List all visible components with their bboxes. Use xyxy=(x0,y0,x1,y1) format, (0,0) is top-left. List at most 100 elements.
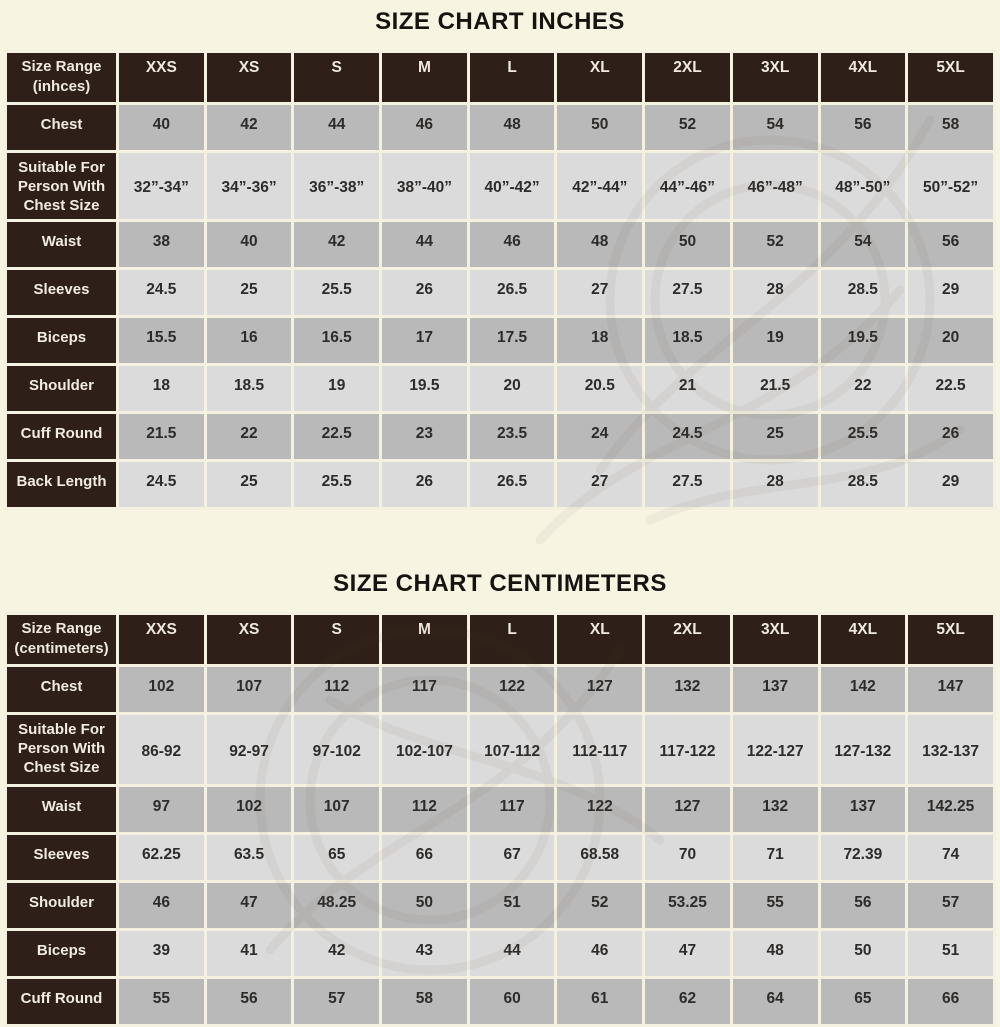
measurement-row: Cuff Round 21.5 22 22.5 23 23.5 24 24.5 25 25.5 26 xyxy=(4,411,996,463)
size-value-cell: 29 xyxy=(905,267,996,319)
size-value-cell: 72.39 xyxy=(817,832,909,884)
measurement-row: Back Length 24.5 25 25.5 26 26.5 27 27.5 28 28.5 2… xyxy=(4,459,996,511)
size-chart-centimeters-section: SIZE CHART CENTIMETERS Size Range (centim… xyxy=(0,510,1000,1027)
size-value-cell: 29 xyxy=(905,459,996,511)
size-value-cell: 68.58 xyxy=(554,832,646,884)
size-value-cell: 42 xyxy=(291,928,383,980)
size-value-cell: 36”-38” xyxy=(291,149,383,223)
corner-label: Size Range (centimeters) xyxy=(4,612,119,668)
size-value-cell: 67 xyxy=(466,832,558,884)
size-value-cell: 50 xyxy=(642,219,733,271)
size-value-cell: 52 xyxy=(554,880,646,932)
size-value-cell: 44 xyxy=(291,102,383,153)
size-value-cell: 26 xyxy=(379,459,470,511)
measurement-row: Suitable For Person With Chest Size 86-92… xyxy=(4,712,996,788)
size-column-header: 2XL xyxy=(642,612,733,668)
size-value-cell: 51 xyxy=(466,880,558,932)
size-value-cell: 21.5 xyxy=(729,363,821,415)
measurement-row: Shoulder 18 18.5 19 19.5 20 20.5 21 21.5 22 22.5 xyxy=(4,363,996,415)
size-value-cell: 27 xyxy=(554,459,646,511)
size-value-cell: 52 xyxy=(729,219,821,271)
size-chart-inches-section: SIZE CHART INCHES Size Range (inhces) XXS X… xyxy=(0,0,1000,511)
size-column-header: S xyxy=(291,612,383,668)
size-value-cell: 142 xyxy=(817,664,909,716)
size-value-cell: 17.5 xyxy=(466,315,558,367)
size-value-cell: 38 xyxy=(116,219,207,271)
size-value-cell: 54 xyxy=(817,219,909,271)
size-column-header: 4XL xyxy=(817,612,909,668)
size-column-header: 4XL xyxy=(817,50,909,105)
size-value-cell: 24.5 xyxy=(116,267,207,319)
size-column-header: M xyxy=(379,612,470,668)
size-value-cell: 132 xyxy=(729,784,821,836)
size-value-cell: 117 xyxy=(379,664,470,716)
size-value-cell: 92-97 xyxy=(203,712,295,788)
size-value-cell: 24.5 xyxy=(116,459,207,511)
size-column-header: 3XL xyxy=(729,50,821,105)
size-value-cell: 16 xyxy=(203,315,295,367)
size-value-cell: 46 xyxy=(554,928,646,980)
size-value-cell: 55 xyxy=(116,976,207,1027)
size-value-cell: 48”-50” xyxy=(817,149,909,223)
size-value-cell: 56 xyxy=(905,219,996,271)
size-value-cell: 66 xyxy=(905,976,996,1027)
size-value-cell: 132 xyxy=(642,664,733,716)
size-value-cell: 42”-44” xyxy=(554,149,646,223)
size-value-cell: 54 xyxy=(729,102,821,153)
size-value-cell: 97 xyxy=(116,784,207,836)
size-value-cell: 97-102 xyxy=(291,712,383,788)
row-label: Back Length xyxy=(4,459,119,511)
size-value-cell: 22 xyxy=(203,411,295,463)
size-column-header: XXS xyxy=(116,50,207,105)
row-label: Waist xyxy=(4,784,119,836)
size-value-cell: 65 xyxy=(291,832,383,884)
size-value-cell: 102-107 xyxy=(379,712,470,788)
measurement-row: Chest 40 42 44 46 48 50 52 54 56 58 xyxy=(4,102,996,153)
size-value-cell: 50 xyxy=(554,102,646,153)
size-value-cell: 48 xyxy=(466,102,558,153)
size-value-cell: 41 xyxy=(203,928,295,980)
size-value-cell: 48.25 xyxy=(291,880,383,932)
size-value-cell: 28 xyxy=(729,459,821,511)
size-value-cell: 50 xyxy=(379,880,470,932)
measurement-row: Chest 102 107 112 117 122 127 132 137 142 147 xyxy=(4,664,996,716)
size-value-cell: 127 xyxy=(554,664,646,716)
size-value-cell: 25.5 xyxy=(817,411,909,463)
size-value-cell: 18.5 xyxy=(203,363,295,415)
size-value-cell: 122 xyxy=(554,784,646,836)
row-label: Suitable For Person With Chest Size xyxy=(4,712,119,788)
size-value-cell: 147 xyxy=(905,664,996,716)
size-value-cell: 112-117 xyxy=(554,712,646,788)
size-table-centimeters: Size Range (centimeters) XXS XS S M L XL 2XL 3XL 4… xyxy=(4,612,996,1027)
size-value-cell: 19 xyxy=(291,363,383,415)
row-label: Biceps xyxy=(4,928,119,980)
size-value-cell: 40”-42” xyxy=(466,149,558,223)
size-value-cell: 107-112 xyxy=(466,712,558,788)
size-value-cell: 58 xyxy=(379,976,470,1027)
size-value-cell: 132-137 xyxy=(905,712,996,788)
size-value-cell: 18 xyxy=(116,363,207,415)
size-value-cell: 60 xyxy=(466,976,558,1027)
size-value-cell: 48 xyxy=(554,219,646,271)
size-value-cell: 38”-40” xyxy=(379,149,470,223)
size-value-cell: 16.5 xyxy=(291,315,383,367)
size-column-header: XL xyxy=(554,612,646,668)
size-value-cell: 26 xyxy=(379,267,470,319)
size-value-cell: 46”-48” xyxy=(729,149,821,223)
size-value-cell: 61 xyxy=(554,976,646,1027)
size-value-cell: 42 xyxy=(203,102,295,153)
size-value-cell: 44 xyxy=(466,928,558,980)
size-value-cell: 107 xyxy=(291,784,383,836)
measurement-row: Waist 38 40 42 44 46 48 50 52 54 56 xyxy=(4,219,996,271)
size-value-cell: 65 xyxy=(817,976,909,1027)
size-value-cell: 66 xyxy=(379,832,470,884)
size-value-cell: 24.5 xyxy=(642,411,733,463)
size-value-cell: 52 xyxy=(642,102,733,153)
size-value-cell: 28 xyxy=(729,267,821,319)
size-value-cell: 48 xyxy=(729,928,821,980)
size-value-cell: 63.5 xyxy=(203,832,295,884)
size-value-cell: 46 xyxy=(466,219,558,271)
size-value-cell: 137 xyxy=(817,784,909,836)
size-value-cell: 56 xyxy=(817,102,909,153)
size-value-cell: 43 xyxy=(379,928,470,980)
